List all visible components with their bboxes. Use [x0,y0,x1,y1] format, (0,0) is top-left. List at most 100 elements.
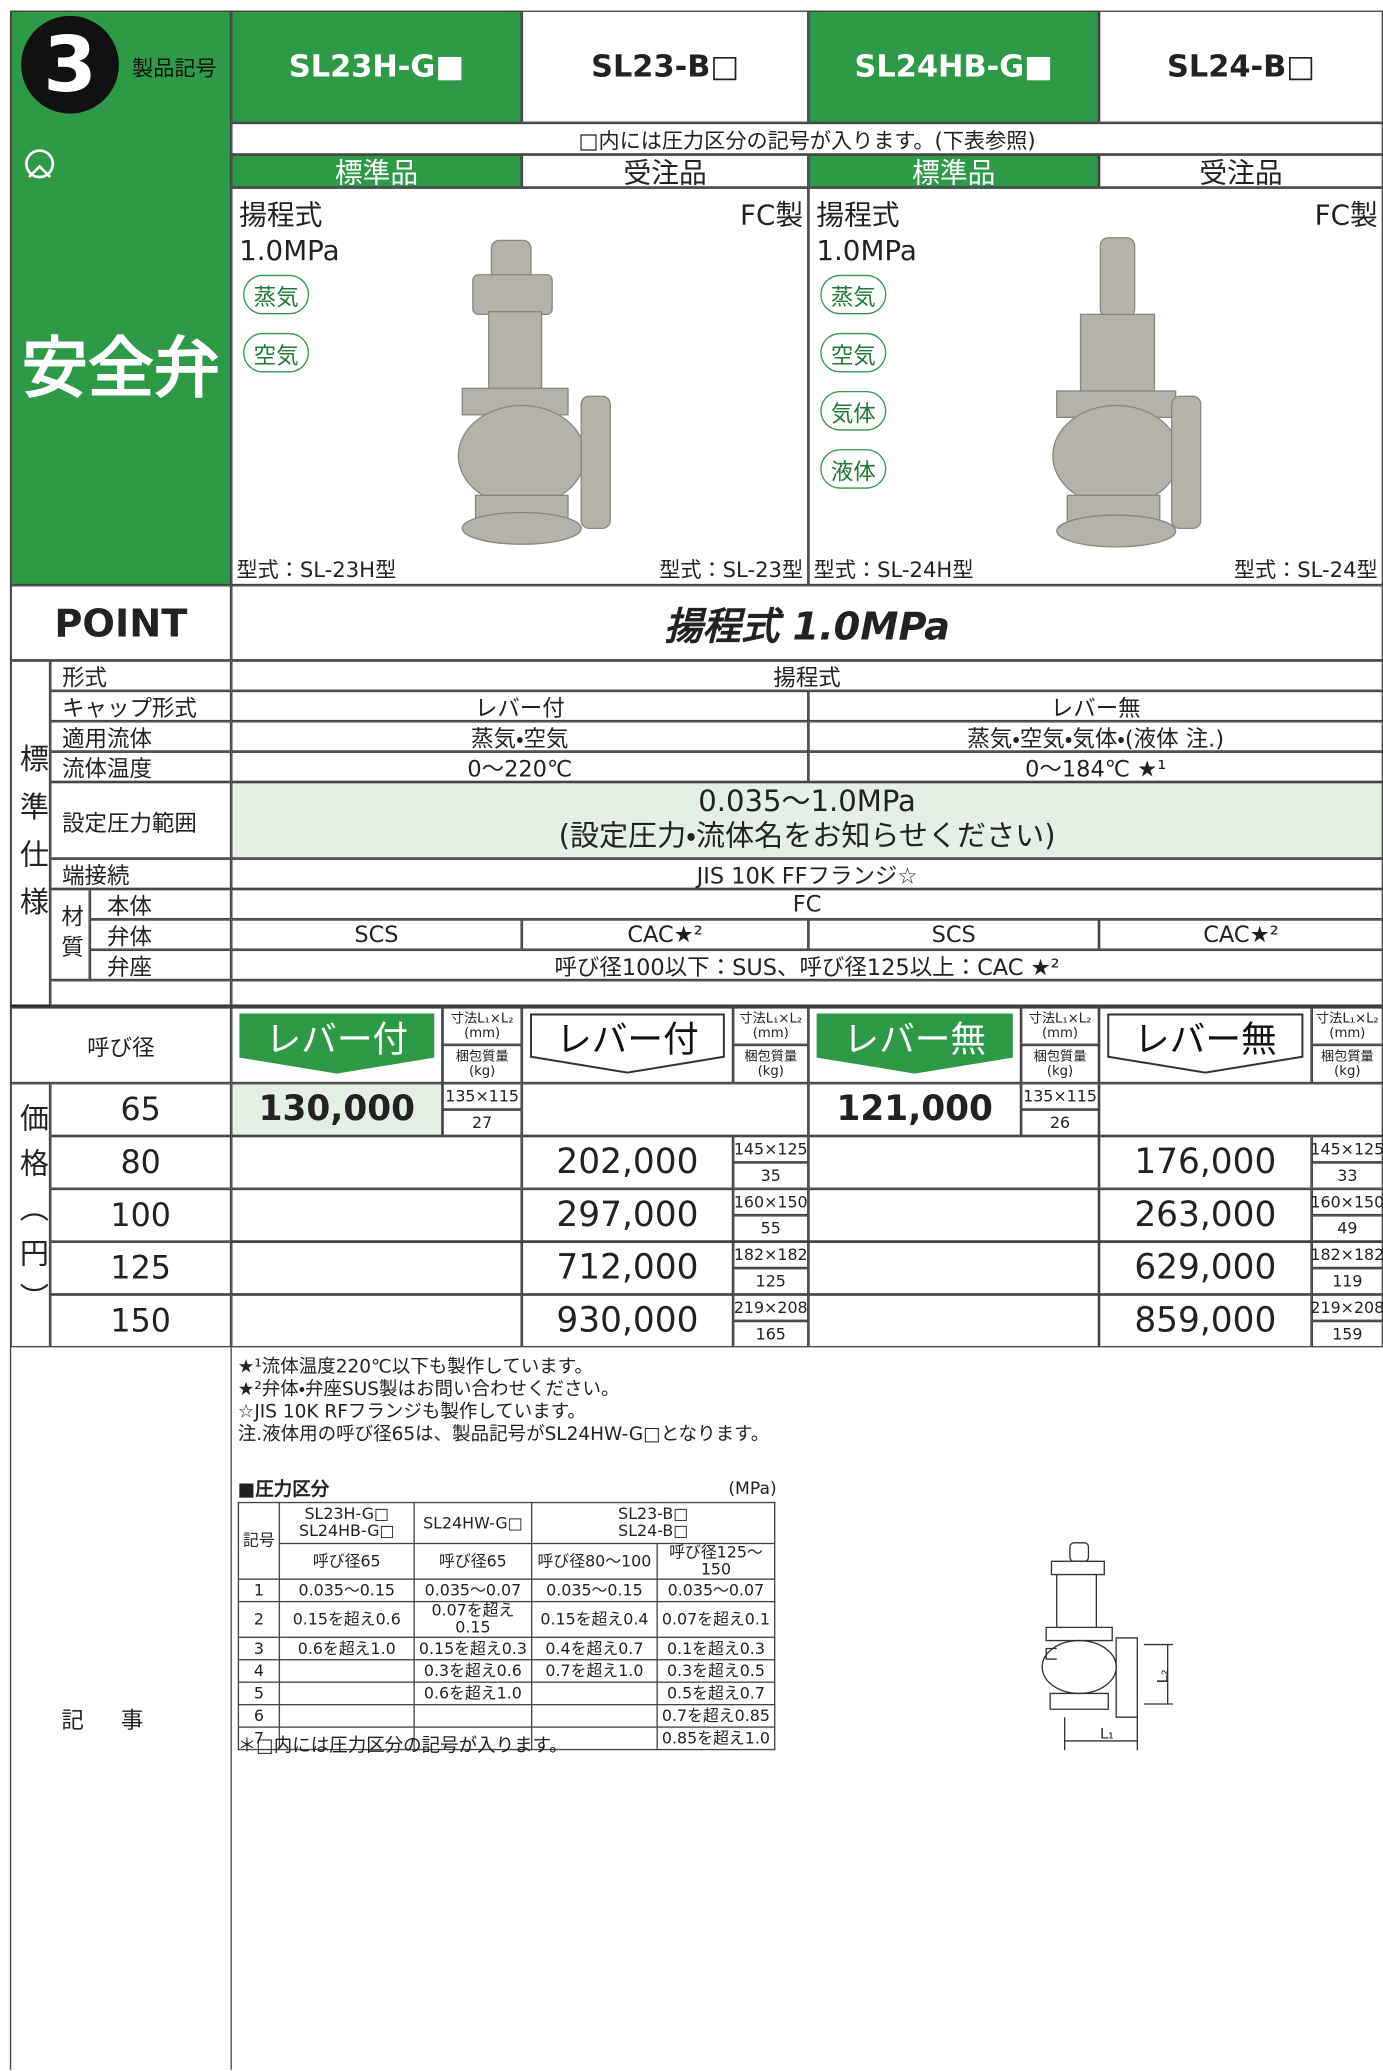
dim-header: 寸法L₁×L₂ (mm) [733,1006,809,1045]
price: 121,000 [808,1083,1022,1136]
diagram-label: L₂ [1153,1669,1171,1684]
table-cell: 0.6を超え1.0 [278,1636,415,1661]
table-row: 2 0.15を超え0.6 0.07を超え0.15 0.15を超え0.4 0.07を超え0… [237,1600,776,1638]
table-cell: 7 [237,1726,281,1751]
weight-header-line: (kg) [1046,1063,1074,1079]
dims: 160×150 [733,1188,809,1216]
table-cell: 0.6を超え1.0 [413,1681,533,1706]
spec-value: 0～184℃ ★¹ [808,751,1383,783]
price-group-label: 価格（円） [14,1102,48,1328]
dim-header-line: (mm) [752,1025,789,1041]
spec-label: 弁体 [89,919,232,951]
price-header: レバー付 [265,1019,409,1061]
price-cell [808,1241,1100,1295]
table-row: 呼び径65 呼び径65 呼び径80～100 呼び径125～150 [238,1542,776,1580]
table-cell: SL24HW-G□ [413,1501,533,1545]
table-cell: 6 [237,1703,281,1728]
price-header-shape [530,1013,725,1074]
dim-header: 寸法L₁×L₂ (mm) [1021,1006,1100,1045]
dim-header-line: 寸法L₁×L₂ [1315,1011,1379,1026]
price-cell [808,1294,1100,1348]
table-head-line: SL23H-G□ [304,1504,390,1524]
spec-value: 揚程式 [231,660,1383,692]
spec-value: CAC★² [1099,919,1383,950]
table-cell [531,1726,658,1751]
table-cell: 0.15を超え0.4 [531,1600,658,1638]
price-header: レバー付 [556,1019,699,1061]
table-cell: 0.1を超え0.3 [656,1636,776,1661]
price-header-shape [816,1013,1013,1074]
panel-material: FC製 [740,199,804,232]
fluid-badge: 液体 [820,449,887,489]
table-row: 5 0.6を超え1.0 0.5を超え0.7 [237,1681,776,1706]
table-cell: 0.07を超え0.15 [413,1600,533,1638]
spec-value: FC [231,888,1383,920]
dim-header-line: (mm) [464,1025,501,1041]
table-cell: 0.7を超え0.85 [656,1703,776,1728]
header-note: □内には圧力区分の記号が入ります。(下表参照) [231,122,1383,155]
price-cell [808,1135,1100,1189]
availability: 標準品 [808,154,1100,188]
spec-label: 本体 [89,888,232,921]
dims: 160×150 [1310,1188,1383,1216]
product-code: SL24-B□ [1099,10,1383,123]
dims: 135×115 [442,1083,522,1110]
size: 80 [50,1135,232,1189]
price-header: レバー無 [843,1019,987,1061]
size: 150 [50,1294,232,1348]
dims: 219×208 [733,1294,809,1321]
size-header: 呼び径 [10,1006,232,1084]
price: 859,000 [1099,1294,1312,1348]
weight: 26 [1021,1109,1100,1136]
table-title: ■圧力区分 [237,1479,330,1501]
table-cell [278,1659,415,1683]
table-cell: 0.07を超え0.1 [656,1600,776,1638]
table-cell: 3 [237,1636,281,1661]
table-cell: 0.4を超え0.7 [531,1636,658,1661]
table-cell: SL23-B□ SL24-B□ [531,1501,776,1545]
model: 型式：SL-23H型 [236,557,397,583]
code-label: 製品記号 [132,55,217,81]
price-cell [231,1188,522,1242]
weight-header: 梱包質量 (kg) [1021,1044,1100,1084]
section-number: 3 [21,15,119,114]
availability: 標準品 [231,154,522,188]
table-row: 3 0.6を超え1.0 0.15を超え0.3 0.4を超え0.7 0.1を超え0.3 [237,1636,776,1661]
dims: 135×115 [1021,1083,1100,1110]
table-cell: 0.3を超え0.6 [413,1659,533,1683]
price-cell [231,1135,522,1189]
table-cell: 1 [237,1578,281,1603]
size: 125 [50,1241,232,1295]
dim-header-line: (mm) [1329,1025,1366,1041]
panel-text: 1.0MPa [239,235,340,267]
table-cell: 4 [237,1659,281,1683]
weight-header-line: 梱包質量 [744,1049,798,1064]
panel-text: 揚程式 [239,199,323,232]
table-cell: 0.3を超え0.5 [656,1659,776,1683]
dims: 145×125 [733,1135,809,1163]
dim-header-line: 寸法L₁×L₂ [450,1011,514,1026]
table-row: 記号 SL23H-G□ SL24HB-G□ SL24HW-G□ SL23-B□ SL24-… [237,1501,776,1580]
price-cell [808,1188,1100,1242]
table-cell: 呼び径125～150 [656,1542,776,1580]
price: 712,000 [521,1241,734,1295]
spec-label: キャップ形式 [50,690,232,723]
note-line: ★²弁体・弁座SUS製はお問い合わせください。 [237,1378,620,1400]
table-row: 7 0.85を超え1.0 [237,1726,776,1751]
price-cell [231,1241,522,1295]
availability: 受注品 [1099,154,1383,188]
product-code: SL23H-G■ [231,10,522,123]
price: 263,000 [1099,1188,1312,1242]
category: 安全弁 [21,330,220,407]
spec-value-line: (設定圧力・流体名をお知らせください) [558,820,1056,854]
spec-value: レバー付 [231,690,809,723]
valve-image [457,237,1202,548]
price: 297,000 [521,1188,734,1242]
notes-label: 記事 [61,1707,181,1734]
price: 202,000 [521,1135,734,1189]
note-line: ☆JIS 10K RFフランジも製作しています。 [237,1400,586,1422]
price-header-cell [231,1006,443,1084]
table-head-line: SL23-B□ [618,1504,689,1524]
price-header: レバー無 [1134,1019,1277,1061]
dim-header: 寸法L₁×L₂ (mm) [442,1006,522,1045]
